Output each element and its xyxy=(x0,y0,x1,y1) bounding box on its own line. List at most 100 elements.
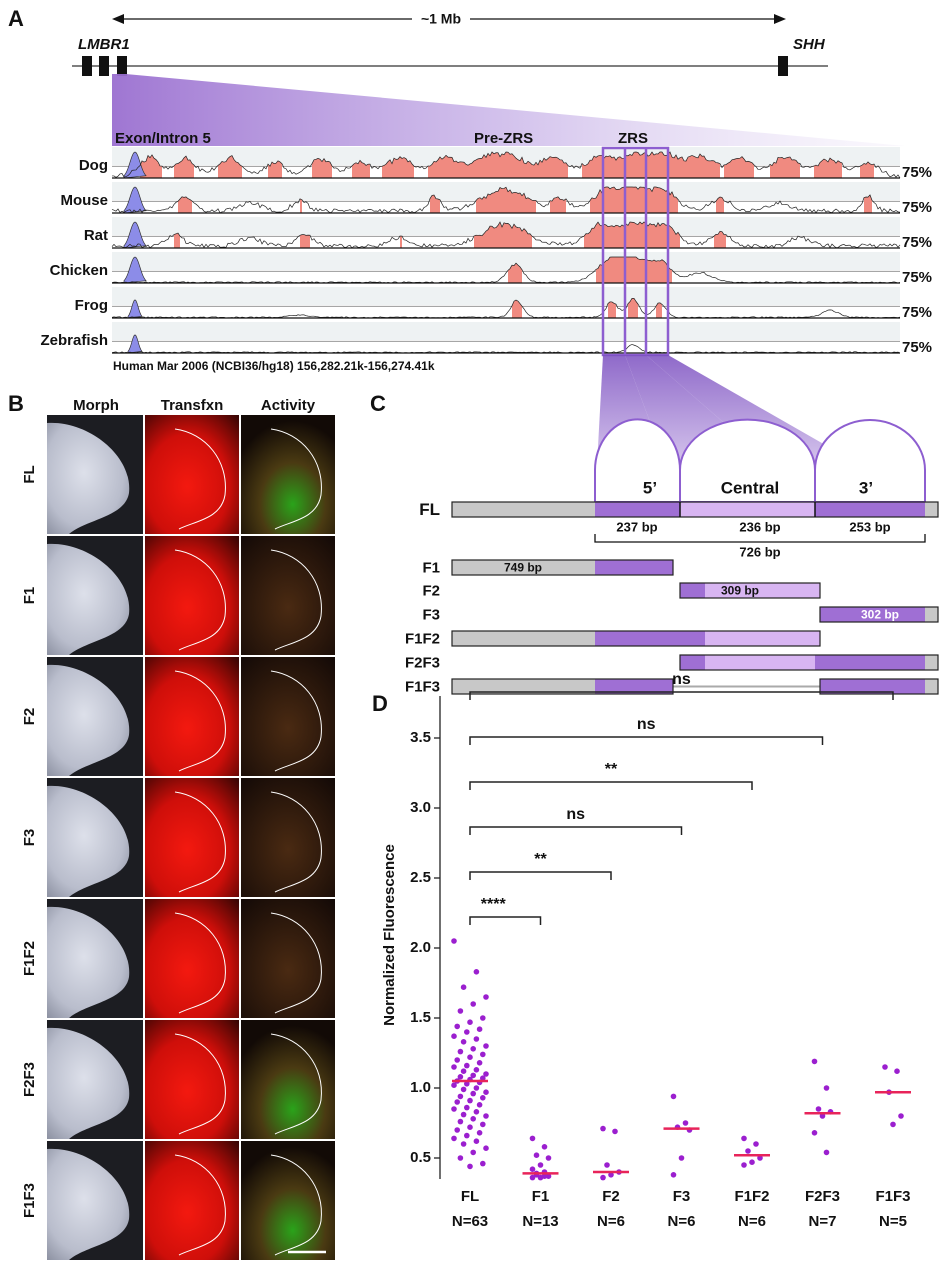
data-point xyxy=(451,1135,457,1142)
data-point xyxy=(483,1043,489,1049)
conserved-region xyxy=(628,298,638,318)
construct-segment xyxy=(452,502,595,517)
significance-bracket xyxy=(469,781,753,790)
conserved-region xyxy=(512,300,522,318)
data-point xyxy=(473,1109,480,1115)
arrow-head xyxy=(112,14,124,24)
conserved-region xyxy=(300,198,302,213)
caption: Human Mar 2006 (NCBI36/hg18) 156,282.21k… xyxy=(113,359,435,373)
fluorescence xyxy=(145,1020,239,1139)
data-point xyxy=(898,1113,904,1119)
data-point xyxy=(464,1104,470,1111)
data-point xyxy=(464,1062,470,1069)
construct-segment xyxy=(925,607,938,622)
limb-outline xyxy=(270,791,322,893)
data-point xyxy=(537,1162,544,1168)
x-tick-label: F3 xyxy=(673,1188,691,1205)
significance-label: **** xyxy=(481,896,507,913)
data-point xyxy=(460,984,467,990)
scale-label: ~1 Mb xyxy=(421,11,461,27)
data-point xyxy=(473,1138,480,1144)
data-point xyxy=(749,1159,755,1165)
conserved-region xyxy=(508,263,522,283)
significance-bracket xyxy=(469,826,683,835)
data-point xyxy=(670,1093,677,1100)
construct-segment xyxy=(815,655,925,670)
panel-label: C xyxy=(370,391,386,416)
zoom-wedge xyxy=(112,74,905,146)
data-point xyxy=(454,1057,461,1063)
y-tick-label: 2.0 xyxy=(410,939,431,956)
species-label: Rat xyxy=(84,227,108,244)
x-count-label: N=63 xyxy=(452,1213,488,1230)
limb-bud xyxy=(47,1148,130,1260)
construct-segment xyxy=(705,631,820,646)
arch xyxy=(594,418,681,503)
exon-peak xyxy=(123,151,147,179)
segment-label: 3’ xyxy=(859,478,873,497)
data-point xyxy=(457,1074,464,1080)
conserved-region xyxy=(550,196,566,213)
data-point xyxy=(460,1141,467,1147)
fluorescence xyxy=(241,536,335,655)
data-point xyxy=(476,1060,483,1066)
data-point xyxy=(476,1102,483,1108)
exon-peak xyxy=(127,299,143,319)
identity-label: 75% xyxy=(902,199,932,216)
data-point xyxy=(483,1145,489,1151)
fluorescence xyxy=(145,415,239,534)
conserved-region xyxy=(864,194,872,213)
data-point xyxy=(473,1085,480,1091)
significance-label: ns xyxy=(672,671,691,688)
limb-outline xyxy=(174,791,226,893)
data-point xyxy=(600,1125,606,1132)
species-label: Mouse xyxy=(60,192,108,209)
data-point xyxy=(473,1036,480,1042)
significance-bracket xyxy=(469,736,824,745)
conserved-region xyxy=(860,161,874,178)
construct-segment xyxy=(452,679,595,694)
data-point xyxy=(454,1099,461,1105)
construct-segment xyxy=(705,655,815,670)
data-point xyxy=(454,1127,461,1133)
species-label: Chicken xyxy=(50,262,108,279)
data-point xyxy=(464,1029,470,1035)
data-point xyxy=(819,1113,826,1119)
data-point xyxy=(480,1075,486,1081)
data-point xyxy=(467,1019,473,1025)
arch xyxy=(679,418,816,503)
construct-segment xyxy=(925,679,938,694)
data-point xyxy=(470,1149,477,1156)
conserved-region xyxy=(596,257,672,283)
x-count-label: N=7 xyxy=(809,1213,837,1230)
data-point xyxy=(473,1067,480,1073)
fluorescence xyxy=(241,778,335,897)
limb-outline xyxy=(174,912,226,1014)
data-point xyxy=(457,1008,464,1014)
construct-outline xyxy=(451,559,674,576)
track-band xyxy=(112,252,900,270)
construct-segment xyxy=(595,679,673,694)
limb-bud xyxy=(47,785,130,897)
y-tick-label: 3.0 xyxy=(410,799,431,816)
exon-peak xyxy=(127,334,143,354)
identity-label: 75% xyxy=(902,304,932,321)
data-point xyxy=(470,1001,477,1007)
construct-segment xyxy=(452,631,595,646)
exon xyxy=(99,56,109,76)
data-point xyxy=(473,969,480,975)
fluorescence xyxy=(145,536,239,655)
data-point xyxy=(476,1026,483,1032)
conserved-region xyxy=(770,156,800,178)
significance-label: ns xyxy=(566,806,585,823)
limb-bud xyxy=(47,664,130,776)
fluorescence xyxy=(145,1141,239,1260)
data-point xyxy=(815,1106,822,1112)
panel-label: A xyxy=(8,6,24,31)
size-label: 236 bp xyxy=(739,519,780,534)
row-label: F1F2 xyxy=(21,941,38,976)
column-label: Activity xyxy=(261,397,316,414)
data-point xyxy=(460,1068,467,1074)
data-point xyxy=(476,1130,483,1136)
